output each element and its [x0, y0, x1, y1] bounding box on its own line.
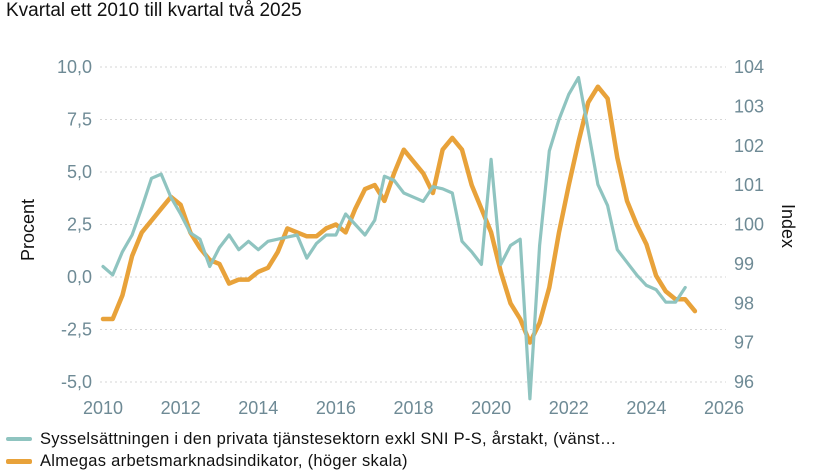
- left-tick-label: -5,0: [61, 372, 92, 392]
- left-tick-label: 7,5: [67, 110, 92, 130]
- chart-legend: Sysselsättningen i den privata tjänstese…: [6, 428, 617, 472]
- x-tick-label: 2020: [471, 398, 511, 418]
- x-tick-label: 2010: [83, 398, 123, 418]
- right-tick-label: 98: [734, 293, 754, 313]
- right-tick-label: 101: [734, 175, 764, 195]
- right-tick-label: 104: [734, 57, 764, 77]
- chart-subtitle: Kvartal ett 2010 till kvartal två 2025: [6, 0, 302, 21]
- line-chart: -5,0 -2,5 0,0 2,5 5,0 7,5 10,0 96 97 98 99 100 101 1…: [18, 57, 798, 418]
- legend-item-employment[interactable]: Sysselsättningen i den privata tjänstese…: [6, 428, 617, 450]
- x-tick-label: 2022: [549, 398, 589, 418]
- right-tick-label: 99: [734, 254, 754, 274]
- legend-label-employment: Sysselsättningen i den privata tjänstese…: [40, 429, 617, 448]
- legend-label-almega-index: Almegas arbetsmarknadsindikator, (höger …: [40, 451, 408, 470]
- right-axis-title: Index: [778, 204, 798, 248]
- legend-swatch-almega-index: [6, 458, 32, 464]
- left-tick-label: 5,0: [67, 162, 92, 182]
- x-axis-ticks: 2010 2012 2014 2016 2018 2020 2022 2024 2026: [83, 398, 744, 418]
- left-axis-title: Procent: [18, 199, 38, 261]
- x-tick-label: 2018: [393, 398, 433, 418]
- right-tick-label: 100: [734, 215, 764, 235]
- left-tick-label: 10,0: [57, 57, 92, 77]
- left-tick-label: 0,0: [67, 267, 92, 287]
- x-tick-label: 2026: [704, 398, 744, 418]
- legend-swatch-employment: [6, 437, 32, 441]
- left-tick-label: -2,5: [61, 320, 92, 340]
- x-tick-label: 2014: [238, 398, 278, 418]
- series-lines: [100, 75, 698, 401]
- right-tick-label: 102: [734, 136, 764, 156]
- grid-lines: [100, 66, 726, 383]
- left-axis-ticks: -5,0 -2,5 0,0 2,5 5,0 7,5 10,0: [57, 57, 92, 392]
- left-tick-label: 2,5: [67, 215, 92, 235]
- right-axis-ticks: 96 97 98 99 100 101 102 103 104: [734, 57, 764, 392]
- right-tick-label: 103: [734, 96, 764, 116]
- x-tick-label: 2016: [316, 398, 356, 418]
- series-line-employment: [101, 75, 687, 401]
- x-tick-label: 2024: [626, 398, 666, 418]
- right-tick-label: 96: [734, 372, 754, 392]
- x-tick-label: 2012: [161, 398, 201, 418]
- series-line-almega-index: [100, 84, 698, 345]
- legend-item-almega-index[interactable]: Almegas arbetsmarknadsindikator, (höger …: [6, 450, 617, 472]
- right-tick-label: 97: [734, 333, 754, 353]
